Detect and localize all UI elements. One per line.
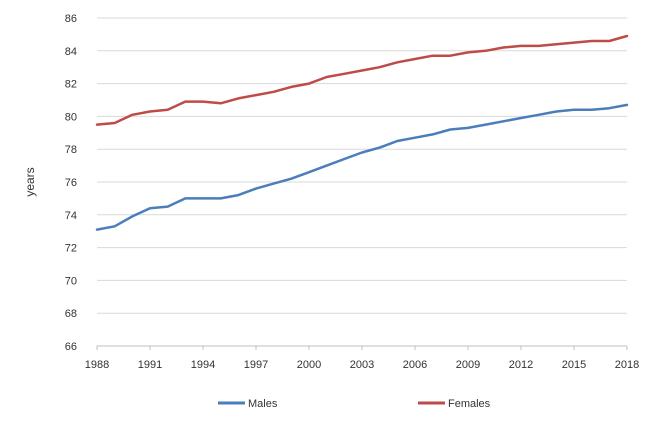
x-tick-label: 2006: [403, 359, 427, 371]
series-lines: [95, 34, 629, 231]
y-axis-ticks: 66 68 70 72 74 76 78 80 82 84 86: [65, 13, 77, 353]
x-axis-ticks: 1988 1991 1994 1997 2000 2003 2006 2009 2012 2015…: [85, 346, 639, 371]
series-line-females: [95, 34, 629, 126]
gridlines: [97, 17, 627, 314]
legend: Males Females: [218, 398, 491, 410]
x-tick-label: 2018: [615, 359, 639, 371]
y-tick-label: 82: [65, 79, 77, 91]
y-tick-label: 68: [65, 308, 77, 320]
x-tick-label: 1991: [138, 359, 162, 371]
legend-label-females: Females: [448, 398, 491, 410]
x-tick-label: 2003: [350, 359, 374, 371]
y-tick-label: 84: [65, 46, 77, 58]
y-tick-label: 76: [65, 177, 77, 189]
y-tick-label: 86: [65, 13, 77, 25]
series-line-males: [95, 103, 629, 231]
y-tick-label: 66: [65, 341, 77, 353]
y-tick-label: 70: [65, 275, 77, 287]
x-tick-label: 2015: [562, 359, 586, 371]
x-tick-label: 1994: [191, 359, 215, 371]
x-tick-label: 2009: [456, 359, 480, 371]
y-axis-title: years: [23, 167, 37, 196]
y-tick-label: 78: [65, 144, 77, 156]
x-tick-label: 1997: [244, 359, 268, 371]
y-tick-label: 74: [65, 210, 77, 222]
y-tick-label: 80: [65, 111, 77, 123]
legend-label-males: Males: [248, 398, 278, 410]
y-tick-label: 72: [65, 243, 77, 255]
x-tick-label: 1988: [85, 359, 109, 371]
x-tick-label: 2000: [297, 359, 321, 371]
x-tick-label: 2012: [509, 359, 533, 371]
